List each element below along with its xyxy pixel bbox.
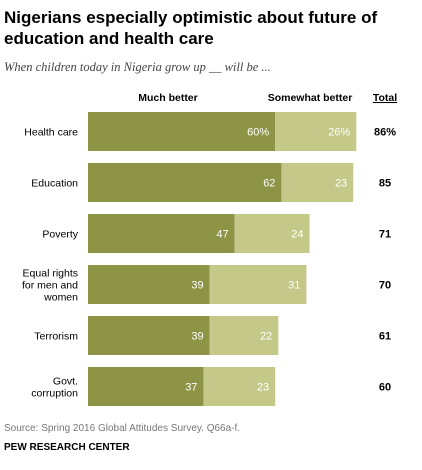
legend-total: Total [373, 92, 397, 104]
data-label-somewhat-better: 26% [328, 127, 350, 139]
stacked-bar-chart: Much better Somewhat better Total Health ca… [22, 92, 397, 406]
brand-footer: PEW RESEARCH CENTER [4, 442, 130, 453]
category-label: Education [31, 178, 78, 190]
bar-somewhat-better [209, 316, 279, 355]
bar-much-better [88, 163, 282, 202]
data-label-total: 61 [379, 331, 391, 343]
data-label-somewhat-better: 23 [335, 178, 347, 190]
bar-somewhat-better [203, 367, 276, 406]
bar-much-better [88, 367, 204, 406]
category-label: Health care [24, 127, 78, 139]
bar-somewhat-better [209, 265, 307, 304]
data-label-much-better: 60% [247, 127, 269, 139]
data-label-much-better: 39 [191, 331, 203, 343]
legend-much-better: Much better [138, 92, 198, 104]
data-label-total: 86% [374, 127, 396, 139]
data-label-total: 70 [379, 280, 391, 292]
category-label: Poverty [42, 229, 78, 241]
data-label-somewhat-better: 31 [288, 280, 300, 292]
source-note: Source: Spring 2016 Global Attitudes Sur… [4, 423, 241, 434]
data-label-much-better: 47 [216, 229, 228, 241]
data-label-much-better: 37 [185, 382, 197, 394]
chart-subtitle: When children today in Nigeria grow up _… [4, 60, 271, 74]
bar-much-better [88, 112, 276, 151]
bar-somewhat-better [275, 112, 357, 151]
legend-somewhat-better: Somewhat better [268, 92, 353, 104]
chart-title: Nigerians especially optimistic about fu… [4, 8, 378, 48]
bar-much-better [88, 316, 210, 355]
bar-much-better [88, 214, 235, 253]
data-label-much-better: 39 [191, 280, 203, 292]
data-label-somewhat-better: 23 [257, 382, 269, 394]
bar-much-better [88, 265, 210, 304]
bar-somewhat-better [234, 214, 310, 253]
data-label-total: 71 [379, 229, 391, 241]
category-label: Equal rights for men and women [22, 268, 78, 304]
data-label-somewhat-better: 24 [291, 229, 303, 241]
data-label-much-better: 62 [263, 178, 275, 190]
data-label-somewhat-better: 22 [260, 331, 272, 343]
bar-somewhat-better [281, 163, 354, 202]
data-label-total: 85 [379, 178, 391, 190]
category-label: Terrorism [34, 331, 78, 343]
category-label: Govt. corruption [31, 376, 78, 400]
data-label-total: 60 [379, 382, 391, 394]
